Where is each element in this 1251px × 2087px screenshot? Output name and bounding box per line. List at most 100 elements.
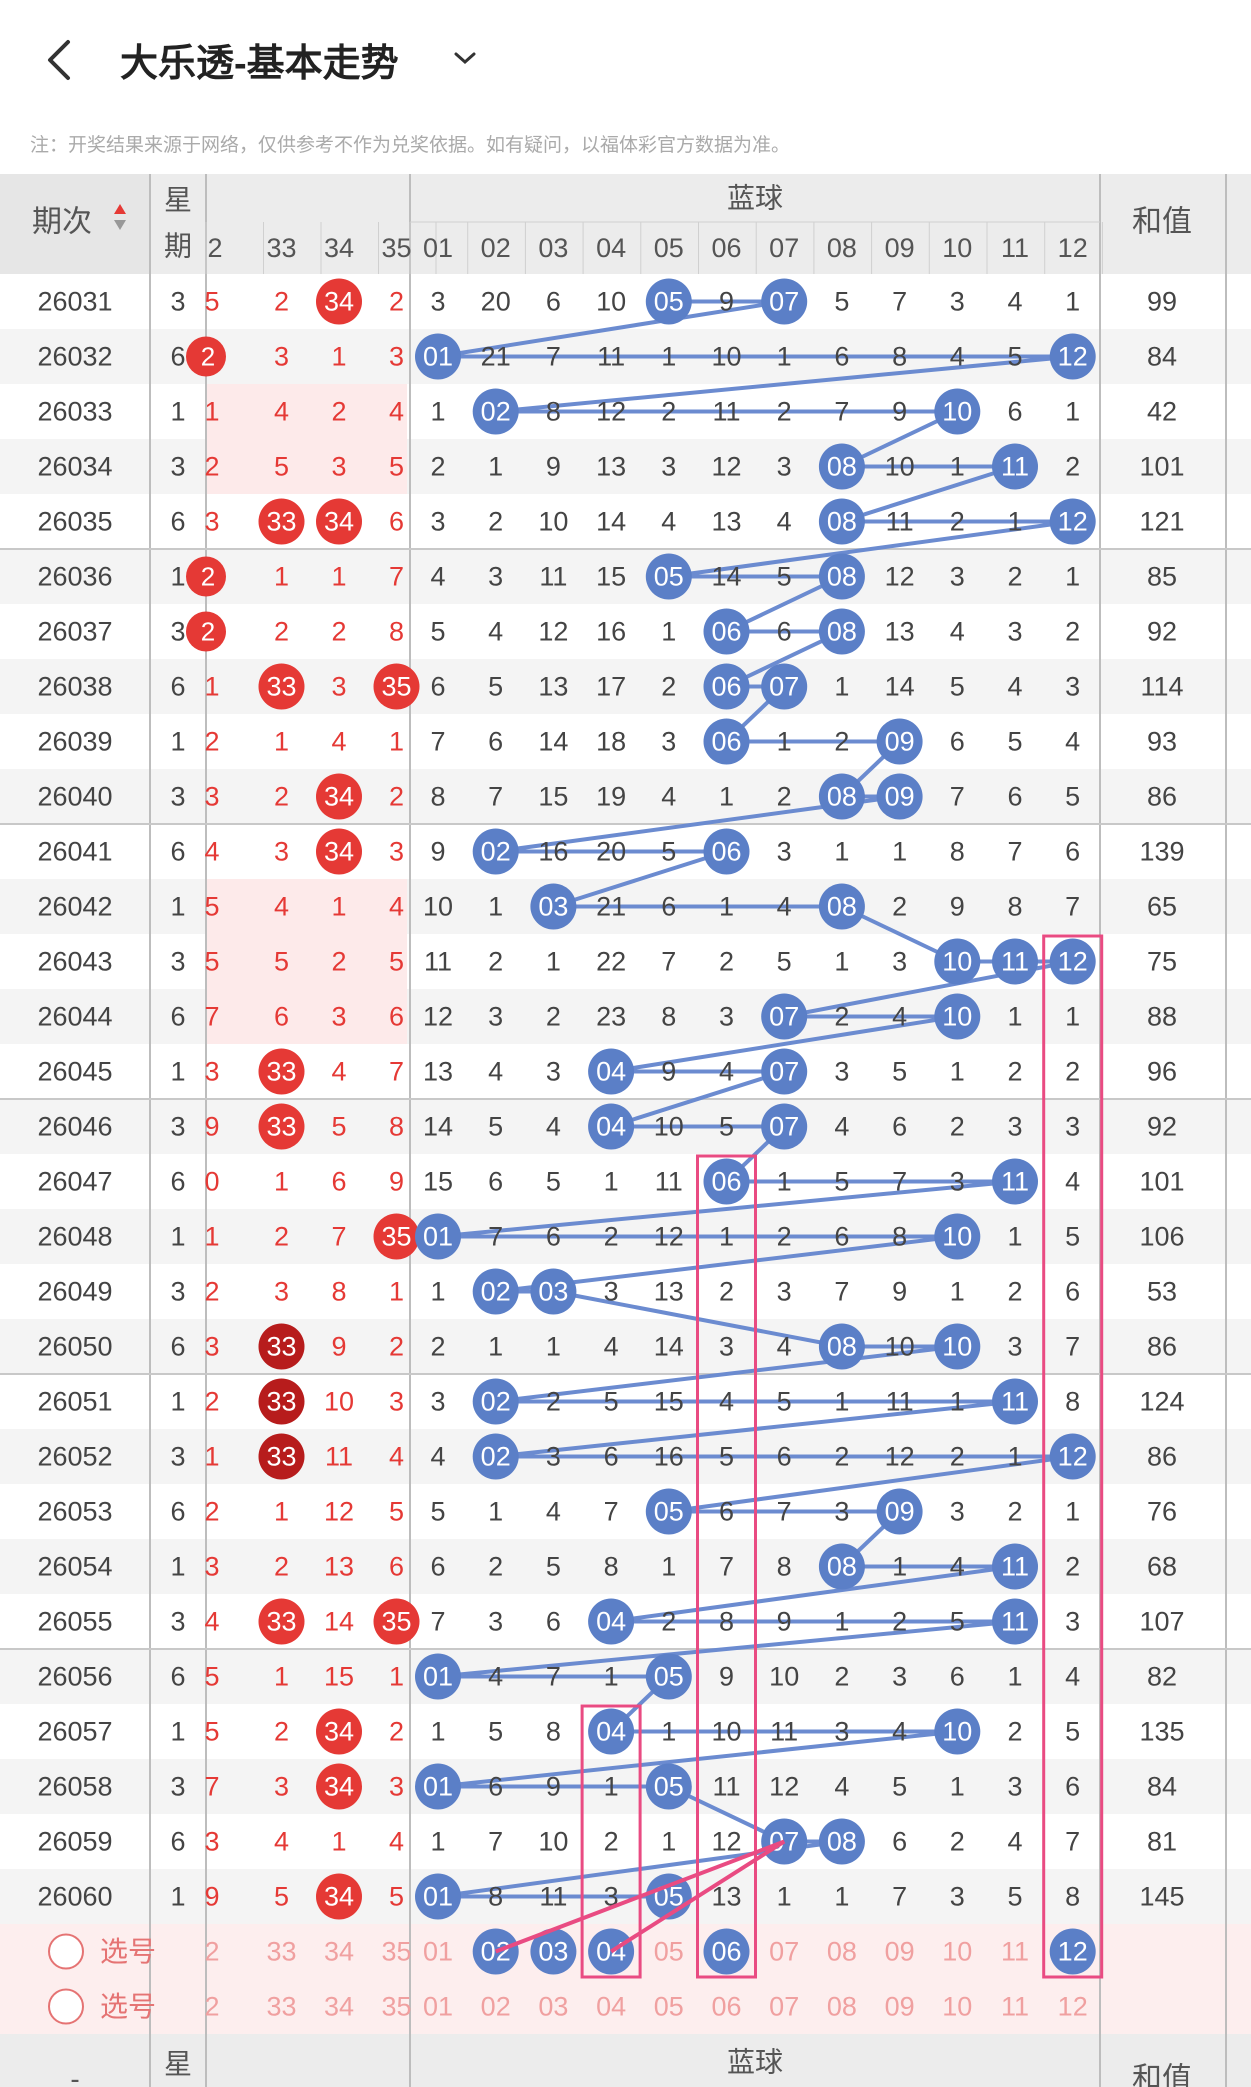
blue-ball-number: 07 bbox=[769, 287, 799, 317]
sort-up-icon[interactable] bbox=[114, 204, 126, 214]
blue-ball-number: 02 bbox=[481, 1387, 511, 1417]
blue-ball bbox=[876, 1488, 923, 1535]
blue-miss-count: 7 bbox=[546, 1662, 561, 1692]
blue-ball-number: 09 bbox=[885, 727, 915, 757]
blue-miss-count: 6 bbox=[834, 1222, 849, 1252]
page-title[interactable]: 大乐透-基本走势 bbox=[120, 43, 399, 85]
blue-miss-count: 1 bbox=[834, 1387, 849, 1417]
blue-miss-count: 5 bbox=[430, 617, 445, 647]
blue-ball bbox=[1049, 1433, 1096, 1480]
blue-ball-number: 11 bbox=[1001, 1552, 1029, 1582]
red-ball-number: 34 bbox=[324, 1717, 354, 1747]
red-miss-count: 2 bbox=[331, 397, 346, 427]
red-miss-count: 8 bbox=[389, 1112, 404, 1142]
blue-ball-number: 05 bbox=[654, 1662, 684, 1692]
sum-value: 82 bbox=[1147, 1662, 1177, 1692]
red-col-header-2: 2 bbox=[207, 233, 222, 263]
blue-ball bbox=[472, 1378, 519, 1425]
chevron-down-icon[interactable] bbox=[450, 40, 480, 76]
back-button[interactable] bbox=[40, 30, 80, 90]
issue-number: 26032 bbox=[37, 342, 112, 372]
pick-blue-selected[interactable] bbox=[530, 1928, 577, 1975]
trend-connector-line bbox=[668, 1454, 1073, 1514]
issue-number: 26053 bbox=[37, 1497, 112, 1527]
blue-ball bbox=[703, 608, 750, 655]
blue-miss-count: 1 bbox=[661, 617, 676, 647]
blue-miss-count: 1 bbox=[950, 1387, 965, 1417]
blue-miss-count: 5 bbox=[950, 672, 965, 702]
blue-miss-count: 4 bbox=[546, 1112, 561, 1142]
week-day: 1 bbox=[170, 1222, 185, 1252]
blue-ball bbox=[645, 1763, 692, 1810]
blue-ball-number: 02 bbox=[481, 397, 511, 427]
blue-miss-count: 4 bbox=[1007, 287, 1022, 317]
blue-miss-count: 2 bbox=[661, 1607, 676, 1637]
blue-miss-count: 12 bbox=[538, 617, 568, 647]
blue-miss-count: 4 bbox=[950, 617, 965, 647]
blue-miss-count: 3 bbox=[950, 1882, 965, 1912]
row-bg bbox=[0, 1484, 1251, 1539]
blue-ball-number: 08 bbox=[827, 452, 857, 482]
blue-miss-count: 4 bbox=[719, 1057, 734, 1087]
pick-blue-selected[interactable] bbox=[703, 1928, 750, 1975]
blue-miss-count: 1 bbox=[777, 342, 792, 372]
blue-miss-count: 3 bbox=[1065, 1607, 1080, 1637]
sum-value: 145 bbox=[1139, 1882, 1184, 1912]
pick-red-option: 2 bbox=[204, 1992, 219, 2022]
trend-connector-line bbox=[437, 1619, 1016, 1679]
blue-miss-count: 1 bbox=[604, 1167, 619, 1197]
sum-value: 86 bbox=[1147, 1332, 1177, 1362]
blue-miss-count: 8 bbox=[604, 1552, 619, 1582]
issue-number: 26059 bbox=[37, 1827, 112, 1857]
blue-col-header-03: 03 bbox=[538, 233, 568, 263]
blue-miss-count: 8 bbox=[892, 342, 907, 372]
blue-miss-count: 7 bbox=[488, 1222, 503, 1252]
sort-down-icon[interactable] bbox=[114, 220, 126, 230]
blue-miss-count: 15 bbox=[596, 562, 626, 592]
sum-value: 93 bbox=[1147, 727, 1177, 757]
trend-connector-line bbox=[610, 1564, 1016, 1624]
blue-ball-number: 05 bbox=[654, 287, 684, 317]
blue-miss-count: 2 bbox=[546, 1002, 561, 1032]
issue-number: 26057 bbox=[37, 1717, 112, 1747]
red-ball-number: 33 bbox=[266, 507, 296, 537]
blue-miss-count: 6 bbox=[488, 727, 503, 757]
row-bg bbox=[0, 769, 1251, 824]
blue-miss-count: 4 bbox=[1007, 672, 1022, 702]
blue-miss-count: 6 bbox=[604, 1442, 619, 1472]
blue-miss-count: 3 bbox=[546, 1442, 561, 1472]
sum-value: 107 bbox=[1139, 1607, 1184, 1637]
blue-miss-count: 13 bbox=[596, 452, 626, 482]
blue-miss-count: 3 bbox=[661, 727, 676, 757]
blue-miss-count: 4 bbox=[892, 1002, 907, 1032]
week-header-2: 期 bbox=[164, 231, 192, 262]
blue-miss-count: 3 bbox=[950, 562, 965, 592]
blue-miss-count: 4 bbox=[1007, 1827, 1022, 1857]
pick-radio[interactable] bbox=[48, 1988, 84, 2025]
blue-miss-count: 9 bbox=[430, 837, 445, 867]
blue-miss-count: 3 bbox=[1007, 1112, 1022, 1142]
blue-ball-number: 07 bbox=[769, 1112, 799, 1142]
blue-miss-count: 1 bbox=[546, 1332, 561, 1362]
blue-ball-number: 07 bbox=[769, 1002, 799, 1032]
week-day: 6 bbox=[170, 507, 185, 537]
red-col-header-34: 34 bbox=[324, 233, 354, 263]
week-day: 3 bbox=[170, 452, 185, 482]
blue-col-header-07: 07 bbox=[769, 233, 799, 263]
blue-ball bbox=[992, 1158, 1038, 1205]
blue-miss-count: 1 bbox=[661, 1552, 676, 1582]
issue-number: 26054 bbox=[37, 1552, 112, 1582]
blue-miss-count: 4 bbox=[892, 1717, 907, 1747]
red-ball bbox=[316, 1763, 362, 1810]
trend-connector-line bbox=[610, 1069, 785, 1129]
blue-miss-count: 1 bbox=[488, 1332, 503, 1362]
red-ball bbox=[258, 1378, 305, 1425]
pick-radio[interactable] bbox=[48, 1933, 84, 1970]
blue-miss-count: 3 bbox=[719, 1002, 734, 1032]
pick-blue-selected[interactable] bbox=[1049, 1928, 1096, 1975]
blue-miss-count: 4 bbox=[777, 507, 792, 537]
blue-miss-count: 3 bbox=[719, 1332, 734, 1362]
blue-ball bbox=[415, 1213, 461, 1260]
blue-miss-count: 7 bbox=[1065, 1332, 1080, 1362]
red-miss-count: 2 bbox=[389, 1717, 404, 1747]
